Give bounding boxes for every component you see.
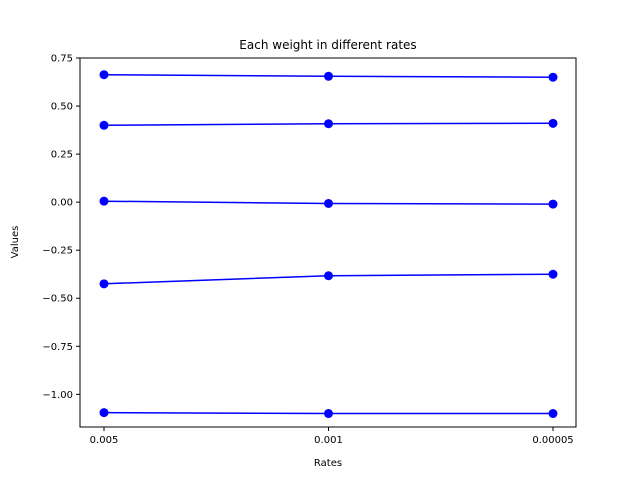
data-point — [548, 199, 558, 209]
data-point — [324, 119, 333, 129]
chart-title: Each weight in different rates — [239, 38, 416, 52]
x-axis-label: Rates — [314, 458, 342, 469]
data-point — [99, 196, 109, 206]
x-tick-label: 0.005 — [90, 435, 119, 446]
y-tick-label: −0.50 — [42, 294, 73, 305]
y-tick-label: 0.75 — [51, 54, 73, 65]
data-point — [99, 70, 109, 80]
y-tick-label: 0.00 — [51, 198, 73, 209]
y-tick-label: −0.75 — [42, 342, 73, 353]
data-point — [324, 198, 333, 208]
data-point — [548, 269, 558, 279]
data-point — [99, 408, 109, 418]
data-point — [548, 409, 558, 419]
y-tick-label: 0.25 — [51, 150, 73, 161]
x-tick-label: 0.001 — [314, 435, 343, 446]
y-tick-label: −1.00 — [42, 390, 73, 401]
series-layer — [99, 70, 558, 419]
x-tick-label: 0.00005 — [532, 435, 573, 446]
y-axis: 0.75 0.50 0.25 0.00 −0.25 −0.50 −0.75 −1.00 — [42, 54, 80, 401]
data-point — [324, 409, 333, 419]
data-point — [99, 120, 109, 130]
data-point — [324, 271, 333, 281]
data-point — [548, 118, 558, 128]
y-axis-label: Values — [10, 226, 21, 259]
data-point — [548, 72, 558, 82]
plot-area — [79, 57, 577, 428]
x-axis: 0.005 0.001 0.00005 — [90, 427, 574, 446]
y-tick-label: 0.50 — [51, 102, 73, 113]
data-point — [99, 279, 109, 289]
y-tick-label: −0.25 — [42, 246, 73, 257]
data-point — [324, 71, 333, 81]
